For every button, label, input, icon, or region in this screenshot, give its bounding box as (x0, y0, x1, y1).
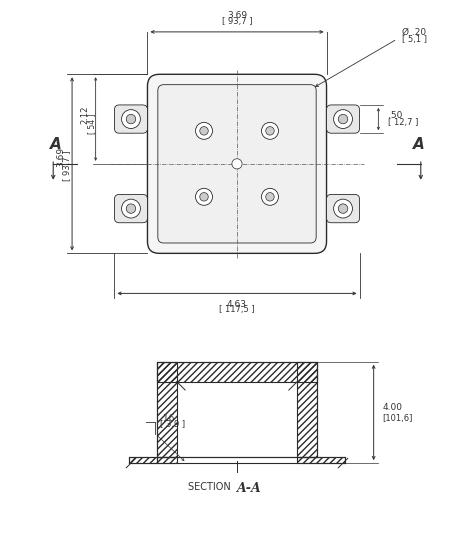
Circle shape (266, 127, 274, 135)
Text: 3.69: 3.69 (227, 11, 247, 20)
Circle shape (196, 188, 212, 205)
Circle shape (338, 114, 348, 124)
Bar (128, 457, 157, 463)
Text: 4.63: 4.63 (227, 300, 247, 309)
Text: [ 5,1 ]: [ 5,1 ] (402, 35, 427, 44)
FancyBboxPatch shape (327, 194, 359, 223)
Circle shape (262, 123, 278, 139)
Text: [ 93,7 ]: [ 93,7 ] (222, 17, 252, 26)
Circle shape (200, 193, 208, 201)
Circle shape (196, 123, 212, 139)
FancyBboxPatch shape (115, 194, 147, 223)
FancyBboxPatch shape (158, 85, 316, 243)
Circle shape (126, 114, 136, 124)
Text: [101,6]: [101,6] (382, 414, 412, 423)
Text: Ø .20: Ø .20 (402, 28, 426, 36)
Text: [ 3,9 ]: [ 3,9 ] (160, 421, 185, 430)
Bar (157, 457, 177, 463)
Circle shape (232, 159, 242, 169)
Circle shape (126, 204, 136, 213)
Text: [ 12,7 ]: [ 12,7 ] (388, 118, 418, 127)
Circle shape (334, 110, 353, 128)
Text: 2.12: 2.12 (81, 105, 90, 124)
Circle shape (266, 193, 274, 201)
FancyBboxPatch shape (115, 105, 147, 133)
Bar (157, 362, 317, 381)
Text: A: A (412, 137, 424, 152)
Bar (297, 362, 317, 457)
Circle shape (262, 188, 278, 205)
Text: .16: .16 (160, 414, 174, 423)
Circle shape (200, 127, 208, 135)
Text: 3.69: 3.69 (56, 147, 65, 167)
Text: A: A (50, 137, 62, 152)
Circle shape (338, 204, 348, 213)
Text: [ 93,7 ]: [ 93,7 ] (63, 151, 72, 181)
Circle shape (121, 199, 140, 218)
Circle shape (334, 199, 353, 218)
Circle shape (121, 110, 140, 128)
Text: [ 117,5 ]: [ 117,5 ] (219, 305, 255, 314)
Bar (157, 362, 177, 457)
Text: [ 54 ]: [ 54 ] (87, 113, 96, 134)
Text: .50: .50 (388, 111, 402, 120)
Text: SECTION: SECTION (188, 482, 237, 492)
FancyBboxPatch shape (327, 105, 359, 133)
Text: 4.00: 4.00 (382, 403, 402, 412)
FancyBboxPatch shape (147, 74, 327, 254)
Text: A-A: A-A (237, 482, 262, 495)
Bar (297, 457, 346, 463)
